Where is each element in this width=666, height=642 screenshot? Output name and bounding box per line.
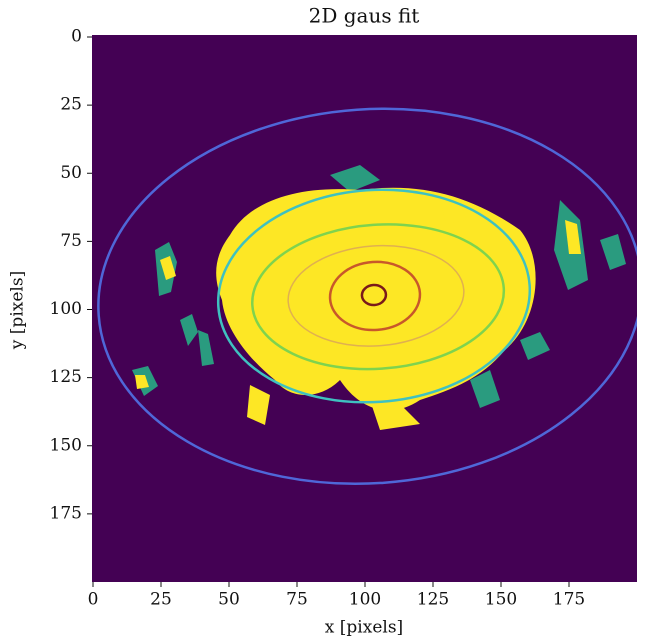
x-tick-label: 25	[150, 590, 172, 610]
y-tick-label: 125	[50, 367, 82, 387]
x-tick-label: 0	[88, 590, 99, 610]
x-tick-label: 100	[349, 590, 381, 610]
x-axis-label: x [pixels]	[325, 618, 403, 638]
x-tick-label: 50	[218, 590, 240, 610]
y-tick-label: 50	[60, 163, 82, 183]
y-tick-label: 25	[60, 95, 82, 115]
scatter-blobs	[132, 165, 626, 408]
x-tick-label: 150	[485, 590, 517, 610]
y-tick-label: 100	[50, 299, 82, 319]
y-tick-label: 175	[50, 503, 82, 523]
chart-title: 2D gaus fit	[309, 4, 420, 28]
x-tick-label: 125	[417, 590, 449, 610]
contours	[97, 107, 637, 486]
y-tick-label: 150	[50, 435, 82, 455]
y-tick-label: 75	[60, 231, 82, 251]
y-axis-label: y [pixels]	[8, 271, 28, 350]
y-tick-label: 0	[71, 27, 82, 47]
x-tick-label: 175	[553, 590, 585, 610]
x-tick-label: 75	[286, 590, 308, 610]
image	[92, 35, 637, 582]
